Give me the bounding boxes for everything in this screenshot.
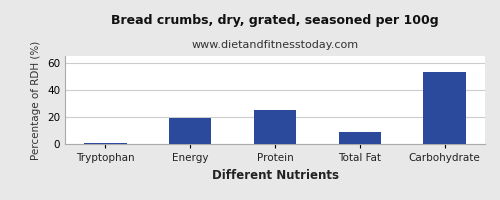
Y-axis label: Percentage of RDH (%): Percentage of RDH (%) (32, 40, 42, 160)
Bar (169, 118, 212, 144)
Bar (84, 143, 126, 144)
Bar (338, 132, 381, 144)
Text: Bread crumbs, dry, grated, seasoned per 100g: Bread crumbs, dry, grated, seasoned per … (111, 14, 439, 27)
Bar (424, 72, 466, 144)
Text: www.dietandfitnesstoday.com: www.dietandfitnesstoday.com (192, 40, 358, 50)
Bar (254, 110, 296, 144)
X-axis label: Different Nutrients: Different Nutrients (212, 169, 338, 182)
